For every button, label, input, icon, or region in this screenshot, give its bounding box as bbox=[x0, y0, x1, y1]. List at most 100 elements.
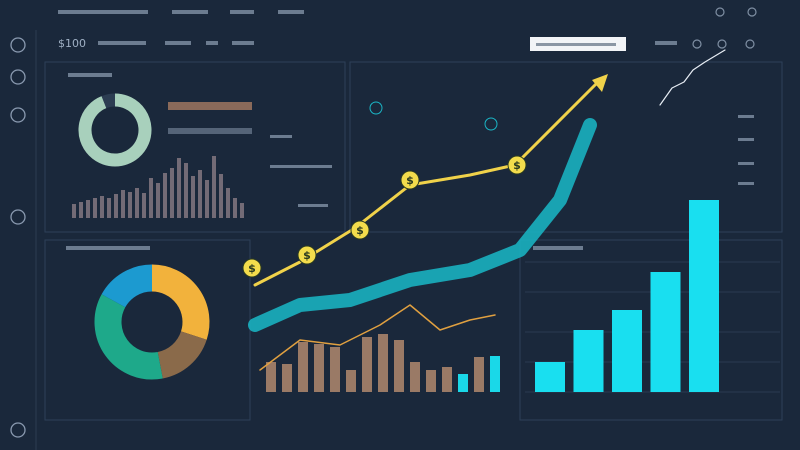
panel bbox=[519, 239, 783, 421]
bar bbox=[240, 203, 244, 218]
sidebar-icon[interactable] bbox=[10, 209, 26, 225]
bar bbox=[86, 200, 90, 218]
icon bbox=[369, 101, 383, 115]
arc-segment bbox=[101, 264, 153, 308]
nav-item[interactable] bbox=[278, 10, 304, 14]
nav-item[interactable] bbox=[230, 10, 254, 14]
panel-label bbox=[533, 246, 583, 250]
coin bbox=[242, 258, 262, 278]
bar bbox=[535, 362, 565, 392]
coin-symbol: $ bbox=[406, 174, 414, 187]
bar bbox=[266, 362, 276, 392]
panel bbox=[44, 239, 251, 421]
panels bbox=[44, 61, 783, 421]
panel bbox=[349, 61, 783, 233]
panel-label bbox=[66, 246, 150, 250]
top-icons bbox=[692, 7, 757, 49]
stat-label bbox=[738, 162, 754, 165]
coin-symbol: $ bbox=[513, 159, 521, 172]
bar bbox=[79, 202, 83, 218]
nav-item[interactable] bbox=[206, 41, 218, 45]
arc-segment bbox=[156, 330, 207, 379]
nav-item[interactable] bbox=[165, 41, 191, 45]
bar bbox=[72, 204, 76, 218]
bar bbox=[410, 362, 420, 392]
bar bbox=[426, 370, 436, 392]
bar bbox=[362, 337, 372, 392]
bar bbox=[490, 356, 500, 392]
stat-label bbox=[270, 135, 292, 138]
bar bbox=[226, 188, 230, 218]
bar bbox=[394, 340, 404, 392]
bar bbox=[282, 364, 292, 392]
panel-label bbox=[68, 73, 112, 77]
bar bbox=[442, 367, 452, 392]
bar bbox=[298, 342, 308, 392]
coin bbox=[350, 220, 370, 240]
bar bbox=[128, 192, 132, 218]
bar bbox=[198, 170, 202, 218]
stat-label bbox=[738, 115, 754, 118]
bar bbox=[378, 334, 388, 392]
bar bbox=[163, 173, 167, 218]
panel bbox=[44, 61, 346, 233]
sidebar-icon[interactable] bbox=[10, 37, 26, 53]
arrow-head bbox=[592, 74, 608, 92]
arc-segment bbox=[78, 93, 152, 167]
bar bbox=[330, 347, 340, 392]
coin bbox=[507, 155, 527, 175]
coin-symbol: $ bbox=[248, 262, 256, 275]
sidebar-icon[interactable] bbox=[10, 422, 26, 438]
bar bbox=[219, 174, 223, 218]
line bbox=[259, 304, 496, 371]
search-placeholder bbox=[536, 43, 616, 46]
bar bbox=[650, 272, 681, 392]
icon[interactable] bbox=[715, 7, 725, 17]
bar bbox=[100, 196, 104, 218]
stat-label bbox=[738, 138, 754, 141]
icon[interactable] bbox=[717, 39, 727, 49]
sidebar bbox=[10, 37, 26, 438]
bar bbox=[612, 310, 642, 392]
bar bbox=[156, 183, 160, 218]
nav-item[interactable] bbox=[172, 10, 208, 14]
arc-segment bbox=[94, 294, 163, 380]
nav-item[interactable] bbox=[98, 41, 146, 45]
nav-item[interactable] bbox=[58, 10, 148, 14]
bar bbox=[114, 194, 118, 218]
line bbox=[248, 118, 597, 332]
bar bbox=[212, 156, 216, 218]
bar bbox=[689, 200, 719, 392]
bar bbox=[233, 198, 237, 218]
bar bbox=[93, 198, 97, 218]
top-nav bbox=[58, 10, 677, 45]
bar bbox=[573, 330, 604, 392]
icon[interactable] bbox=[747, 7, 757, 17]
stat-label bbox=[298, 204, 328, 207]
bar bbox=[170, 168, 174, 218]
stat-label bbox=[738, 182, 754, 185]
arc-segment bbox=[151, 264, 210, 340]
nav-item[interactable] bbox=[232, 41, 254, 45]
bar bbox=[474, 357, 484, 392]
line bbox=[659, 49, 726, 106]
progress-bar bbox=[168, 102, 252, 110]
icon bbox=[484, 117, 498, 131]
coin bbox=[297, 245, 317, 265]
nav-item[interactable] bbox=[655, 41, 677, 45]
labels bbox=[66, 73, 754, 250]
bar bbox=[191, 176, 195, 218]
icon[interactable] bbox=[745, 39, 755, 49]
bar bbox=[142, 193, 146, 218]
bar bbox=[121, 190, 125, 218]
coin-symbol: $ bbox=[356, 224, 364, 237]
bar bbox=[346, 370, 356, 392]
sidebar-icon[interactable] bbox=[10, 107, 26, 123]
bar bbox=[135, 188, 139, 218]
sidebar-icon[interactable] bbox=[10, 69, 26, 85]
bar bbox=[149, 178, 153, 218]
icon[interactable] bbox=[692, 39, 702, 49]
bar bbox=[458, 374, 468, 392]
coin bbox=[400, 170, 420, 190]
arc-segment bbox=[101, 93, 116, 109]
